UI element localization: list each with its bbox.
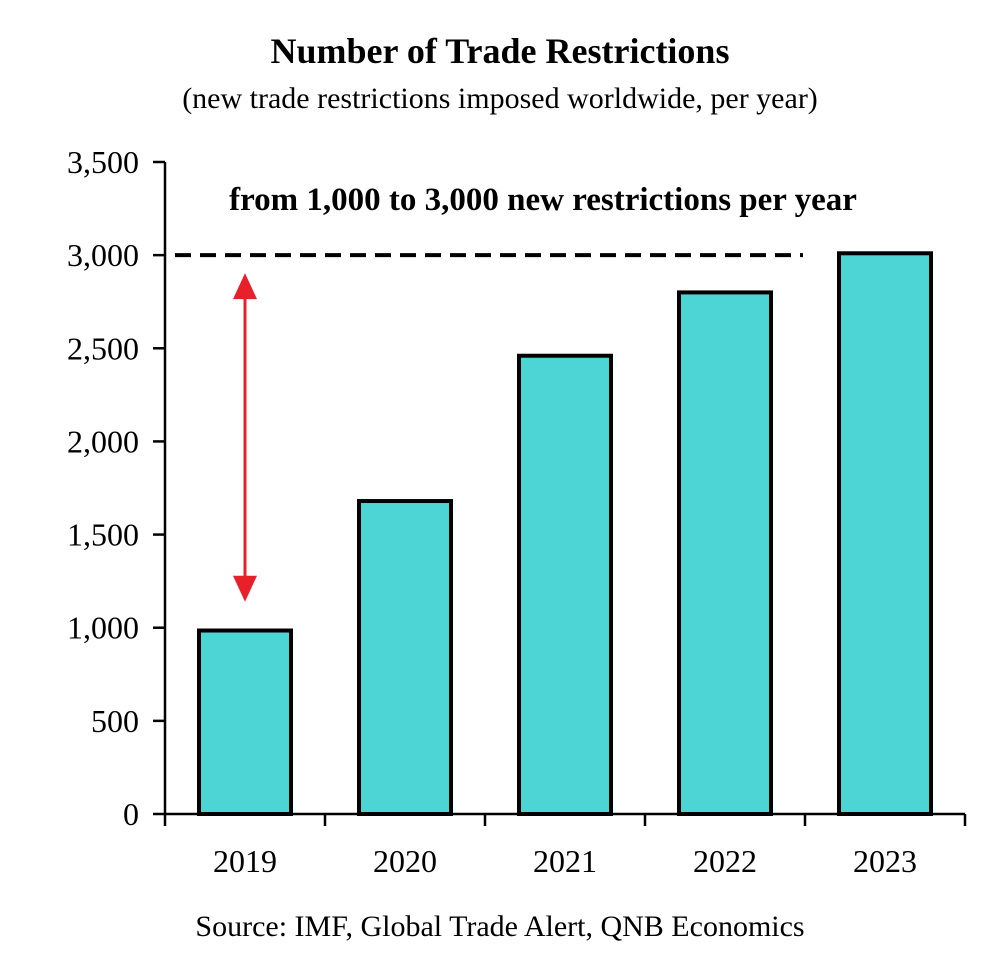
bars: [197, 251, 933, 816]
bar-2020: [357, 499, 453, 816]
chart-source: Source: IMF, Global Trade Alert, QNB Eco…: [195, 910, 805, 943]
chart-subtitle: (new trade restrictions imposed worldwid…: [182, 82, 818, 115]
x-axis: 2019 2020 2021 2022 2023: [163, 812, 967, 879]
y-tick-label: 2,000: [67, 423, 139, 459]
y-tick-label: 1,000: [67, 610, 139, 646]
arrow-head-down: [233, 575, 257, 602]
y-tick-label: 2,500: [67, 330, 139, 366]
bar-2022: [677, 290, 773, 816]
chart-title: Number of Trade Restrictions: [270, 31, 730, 71]
y-tick-label: 1,500: [67, 517, 139, 553]
y-tick-label: 0: [123, 796, 139, 832]
x-tick-label: 2019: [213, 843, 277, 879]
bar-2023: [837, 251, 933, 816]
y-axis: 0 500 1,000 1,500 2,000 2,500 3,000 3,500: [67, 144, 167, 832]
annotation-text: from 1,000 to 3,000 new restrictions per…: [229, 182, 857, 218]
y-tick-label: 500: [91, 703, 139, 739]
y-tick-label: 3,000: [67, 237, 139, 273]
arrow-head-up: [233, 273, 257, 300]
bar-2019: [197, 628, 293, 816]
x-tick-label: 2023: [853, 843, 917, 879]
x-tick-label: 2021: [533, 843, 597, 879]
x-tick-label: 2020: [373, 843, 437, 879]
x-tick-label: 2022: [693, 843, 757, 879]
y-tick-label: 3,500: [67, 144, 139, 180]
bar-2021: [517, 353, 613, 816]
annotation: from 1,000 to 3,000 new restrictions per…: [175, 182, 857, 602]
